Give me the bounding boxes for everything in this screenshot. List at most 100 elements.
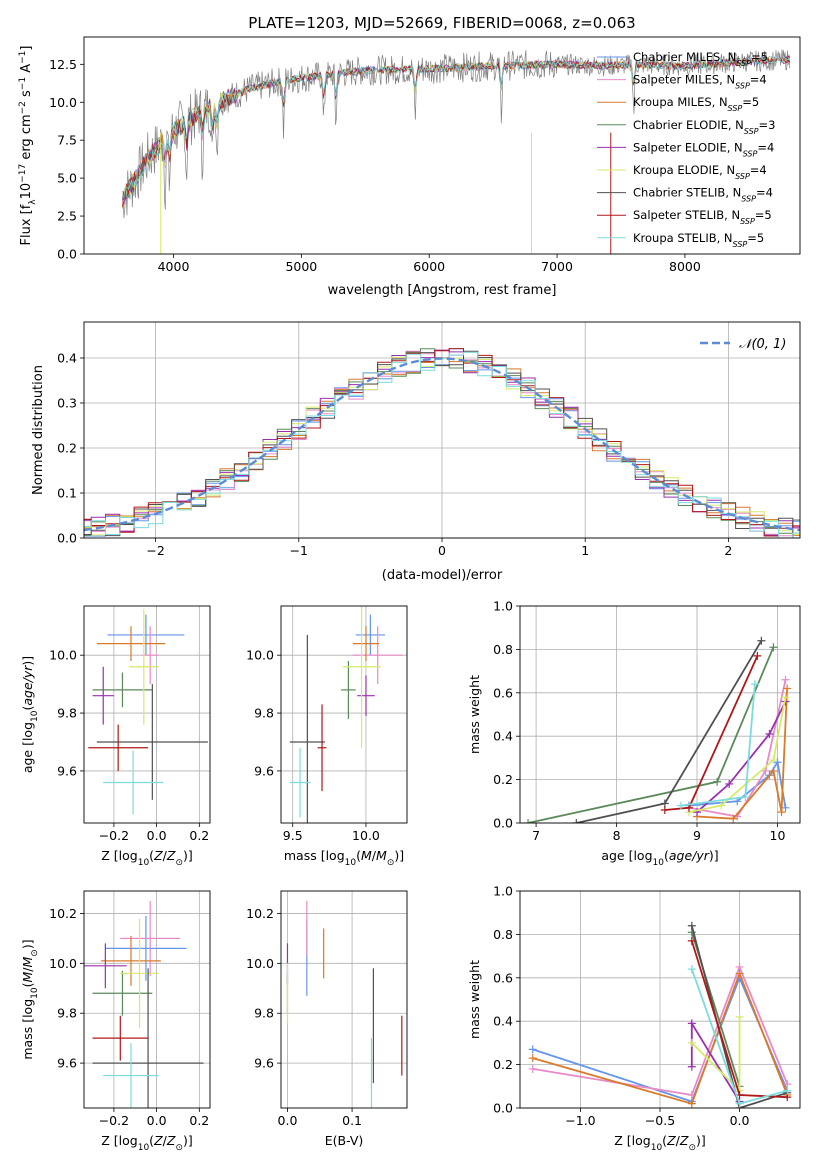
y-tick-label: 0.0 [493, 816, 513, 831]
panel-frame-4 [519, 605, 801, 824]
legend: Chabrier MILES, NSSP=5 Salpeter MILES, NS… [597, 50, 775, 248]
y-tick-label: 10.0 [246, 648, 274, 663]
y-tick-label: 0.2 [493, 1057, 513, 1072]
mass-weight-point [693, 808, 702, 817]
mass-weight-series-3 [527, 646, 775, 823]
mass-weight-point [783, 1086, 792, 1095]
axes-5: −0.2 0.0 0.2 9.6 9.8 10.0 10.2 Z [log10(Z/Z⊙)] m… [20, 890, 211, 1153]
mass-weight-point [687, 965, 696, 974]
x-tick-label: 8 [613, 828, 621, 843]
mass-weight-point [765, 730, 774, 739]
legend-entry: Chabrier ELODIE, NSSP=3 [633, 118, 775, 136]
y-tick-label: 0.2 [493, 772, 513, 787]
y-tick-label: 2.5 [57, 209, 77, 224]
legend-entry: 𝒩(0, 1) [739, 337, 786, 352]
y-tick-label: 10.2 [49, 906, 77, 921]
histogram-frame [83, 321, 801, 539]
y-tick-label: 0.4 [493, 1014, 513, 1029]
mass-weight-point [717, 801, 726, 810]
mass-weight-point [660, 805, 669, 814]
x-tick-label: 9 [693, 828, 701, 843]
mass-weight-series-5 [688, 696, 787, 813]
y-tick-label: 5.0 [57, 171, 77, 186]
mass-weight-point [781, 803, 790, 812]
error-bars [289, 606, 403, 823]
x-tick-label: −1.0 [565, 1113, 595, 1128]
mass-weight-point [687, 936, 696, 945]
gaussian-curve [84, 357, 800, 532]
axes-6: 0.0 0.1 9.6 9.8 10.0 10.2 E(B-V) [246, 890, 408, 1148]
x-axis-label: Z [log10(Z/Z⊙)] [101, 1133, 193, 1153]
y-tick-label: 0.4 [57, 351, 77, 366]
mass-weight-point [528, 1054, 537, 1063]
mass-weight-point [528, 1064, 537, 1073]
y-tick-label: 9.6 [254, 1056, 274, 1071]
y-tick-label: 9.8 [57, 706, 77, 721]
x-tick-label: −0.5 [645, 1113, 675, 1128]
axes-1: −2 −1 0 1 2 0.0 0.1 0.2 0.3 0.4 𝒩(0, 1) (data-model… [31, 321, 801, 583]
mass-weight-point [713, 777, 722, 786]
y-axis-label: mass [log10(M/M⊙)] [20, 939, 40, 1059]
y-axis-label: mass weight [467, 960, 482, 1039]
x-tick-label: 0.1 [342, 1113, 362, 1128]
y-axis-label: Flux [fλ10−17 erg cm−2 s−1 A−1] [18, 46, 38, 246]
x-tick-label: 9.5 [283, 828, 303, 843]
axes-0: 4000 5000 6000 7000 8000 0.0 2.5 5.0 7.5 10.0 12.5… [18, 14, 801, 298]
mass-weight-point [735, 969, 744, 978]
panel-frame-3 [280, 605, 408, 824]
y-tick-label: 9.6 [254, 763, 274, 778]
error-bars [286, 900, 403, 1108]
axes-3: 9.5 10.0 9.6 9.8 10.0 mass [log10(M/M⊙)] [246, 605, 408, 868]
y-axis-label: Normed distribution [31, 365, 46, 495]
x-tick-label: 8000 [669, 259, 701, 274]
mass-weight-series-1 [532, 964, 789, 1097]
histograms [84, 348, 800, 538]
spectrum-lines [122, 49, 791, 254]
mass-weight-lines [528, 921, 792, 1108]
mass-weight-point [735, 1012, 744, 1021]
y-tick-label: 9.8 [254, 706, 274, 721]
mass-weight-series-4 [696, 701, 787, 813]
mass-weight-point [676, 801, 685, 810]
spectrum-frame [83, 36, 801, 255]
legend-entry: Kroupa STELIB, NSSP=5 [633, 231, 764, 249]
y-tick-label: 10.0 [246, 956, 274, 971]
y-axis-label: age [log10(age/yr)] [20, 656, 40, 773]
y-tick-label: 0.6 [493, 685, 513, 700]
x-axis-label: Z [log10(Z/Z⊙)] [614, 1133, 706, 1153]
y-tick-label: 9.8 [254, 1006, 274, 1021]
y-axis-label: mass weight [467, 675, 482, 754]
mass-weight-point [572, 819, 581, 823]
y-tick-label: 0.8 [493, 927, 513, 942]
mass-weight-point [735, 1099, 744, 1108]
mass-weight-point [783, 684, 792, 693]
mass-weight-point [769, 643, 778, 652]
y-tick-label: 10.0 [49, 95, 77, 110]
x-tick-label: 0.2 [189, 1113, 209, 1128]
panel-frame-2 [83, 605, 211, 824]
mass-weight-series-6 [690, 925, 788, 1108]
mass-weight-lines [524, 636, 792, 823]
x-tick-label: 0.0 [147, 828, 167, 843]
y-tick-label: 9.6 [57, 1056, 77, 1071]
y-tick-label: 1.0 [493, 599, 513, 614]
histogram-7 [84, 348, 800, 537]
x-tick-label: 7 [532, 828, 540, 843]
y-tick-label: 9.8 [57, 1006, 77, 1021]
legend-entry: Kroupa ELODIE, NSSP=4 [633, 163, 767, 181]
y-tick-label: 0.2 [57, 441, 77, 456]
x-axis-label: E(B-V) [325, 1133, 364, 1148]
x-tick-label: 6000 [413, 259, 445, 274]
axes-4: 7 8 9 10 0.0 0.2 0.4 0.6 0.8 1.0 age [log10(age/yr… [467, 599, 801, 868]
axes-2: −0.2 0.0 0.2 9.6 9.8 10.0 Z [log10(Z/Z⊙)] age [… [20, 605, 211, 868]
y-tick-label: 0.4 [493, 729, 513, 744]
x-tick-label: 10 [770, 828, 786, 843]
x-tick-label: 10.0 [352, 828, 380, 843]
mass-weight-point [528, 1045, 537, 1054]
mass-weight-point [741, 792, 750, 801]
x-tick-label: 1 [581, 543, 589, 558]
legend-entry: Salpeter MILES, NSSP=4 [633, 73, 767, 91]
y-tick-label: 9.6 [57, 763, 77, 778]
y-tick-label: 1.0 [493, 884, 513, 899]
mass-weight-point [773, 758, 782, 767]
